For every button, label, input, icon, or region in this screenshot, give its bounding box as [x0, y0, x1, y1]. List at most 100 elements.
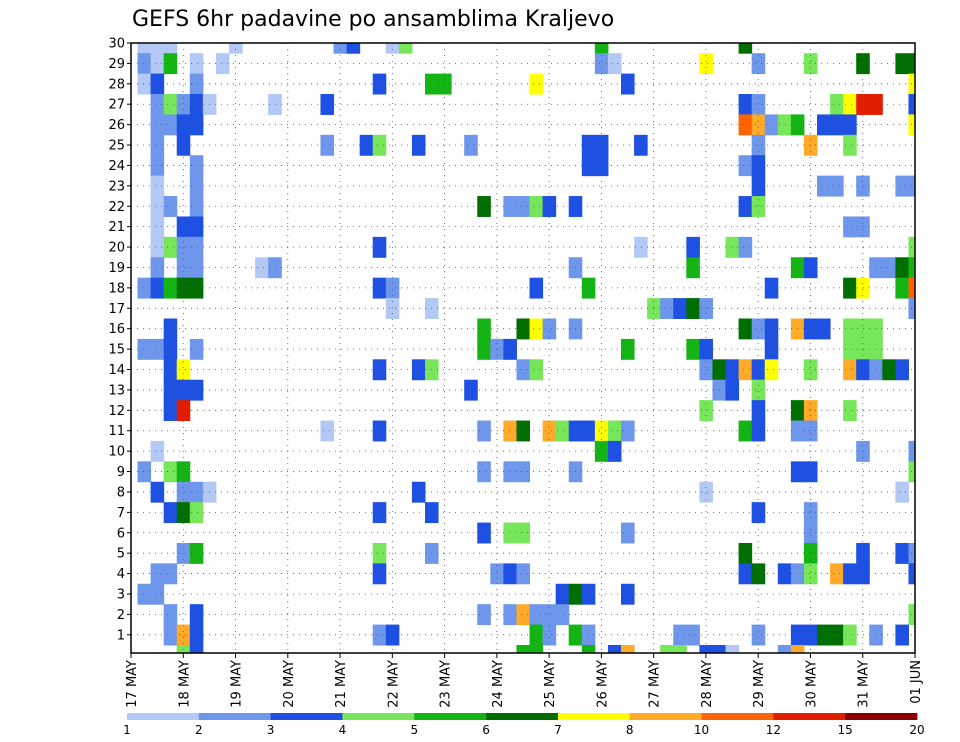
heatmap-cell [751, 502, 766, 524]
y-tick-label: 13 [108, 383, 125, 398]
colorbar-label: 20 [909, 723, 924, 737]
heatmap-cell [621, 73, 635, 95]
x-axis: 17 MAY 18 MAY 19 MAY 20 MAY 21 MAY 22 MAY 23 M… [125, 653, 924, 708]
y-tick-label: 9 [117, 465, 125, 480]
heatmap-cell [137, 338, 152, 360]
heatmap-cell [176, 481, 191, 503]
colorbar-label: 4 [339, 723, 347, 737]
heatmap-cell [150, 175, 165, 197]
heatmap-cell [803, 461, 818, 483]
heatmap-cell [699, 53, 713, 75]
heatmap-cell [516, 461, 531, 483]
heatmap-cell [725, 645, 740, 654]
heatmap-cell [516, 420, 531, 442]
heatmap-cell [581, 624, 596, 646]
heatmap-cell [673, 298, 687, 319]
heatmap-cell [581, 645, 596, 654]
heatmap-cell [503, 604, 517, 626]
heatmap-cell [137, 583, 152, 605]
colorbar-label: 7 [554, 723, 562, 737]
heatmap-cell [856, 318, 870, 340]
heatmap-cell [581, 155, 596, 177]
heatmap-cell [764, 114, 779, 136]
colorbar-label: 5 [410, 723, 418, 737]
heatmap-cell [895, 53, 909, 75]
heatmap-cell [137, 53, 152, 75]
heatmap-cell [320, 420, 335, 442]
heatmap-cell [542, 318, 557, 340]
heatmap-cell [229, 43, 243, 54]
heatmap-cell [738, 236, 753, 258]
heatmap-cell [268, 94, 282, 115]
y-tick-label: 28 [108, 77, 125, 92]
colorbar-swatch [629, 713, 702, 720]
heatmap-cell [607, 645, 622, 654]
x-tick-label: 26 MAY [595, 660, 610, 708]
heatmap-cell [268, 257, 282, 279]
heatmap-cell [189, 624, 204, 646]
colorbar: 1 2 3 4 5 6 7 8 10 12 15 20 [123, 713, 925, 737]
heatmap-cell [516, 196, 531, 217]
heatmap-cell [477, 196, 491, 217]
heatmap-cell [137, 73, 152, 95]
heatmap-cell [163, 94, 178, 115]
heatmap-cell [660, 298, 674, 319]
heatmap-cell [738, 43, 753, 54]
heatmap-cell [607, 420, 622, 442]
heatmap-cell [477, 420, 491, 442]
colorbar-label: 12 [766, 723, 781, 737]
heatmap-cell [856, 94, 870, 115]
heatmap-cell [856, 216, 870, 238]
heatmap-cell [189, 155, 204, 177]
y-tick-label: 30 [108, 37, 125, 52]
heatmap-cell [385, 277, 400, 299]
heatmap-cell [777, 645, 792, 654]
heatmap-cell [830, 114, 844, 136]
heatmap-cell [738, 420, 753, 442]
heatmap-cell [411, 134, 426, 156]
heatmap-cell [607, 53, 622, 75]
y-tick-label: 21 [108, 220, 125, 235]
heatmap-cell [189, 379, 204, 401]
heatmap-cell [581, 420, 596, 442]
heatmap-cell [163, 563, 178, 585]
heatmap-cell [189, 604, 204, 626]
heatmap-cell [176, 624, 191, 646]
heatmap-cell [895, 624, 909, 646]
x-tick-label: 22 MAY [386, 660, 401, 708]
heatmap-cell [176, 94, 191, 115]
heatmap-cell [751, 624, 766, 646]
heatmap-cell [503, 563, 517, 585]
heatmap-cell [594, 420, 609, 442]
heatmap-cell [594, 155, 609, 177]
chart-title: GEFS 6hr padavine po ansamblima Kraljevo [132, 7, 614, 32]
heatmap-cell [594, 43, 609, 54]
heatmap-cell [803, 420, 818, 442]
heatmap-cell [751, 155, 766, 177]
heatmap-cell [895, 277, 909, 299]
x-tick-label: 25 MAY [543, 660, 558, 708]
heatmap-cell [751, 94, 766, 115]
heatmap-cell [189, 216, 204, 238]
heatmap-cell [477, 338, 491, 360]
x-tick-label: 23 MAY [439, 660, 454, 708]
y-tick-label: 1 [117, 628, 125, 643]
heatmap-cell [895, 359, 909, 381]
heatmap-cell [215, 53, 230, 75]
heatmap-cell [542, 196, 557, 217]
heatmap-cell [581, 134, 596, 156]
heatmap-cell [751, 53, 766, 75]
heatmap-cell [503, 196, 517, 217]
heatmap-cell [464, 134, 478, 156]
colorbar-swatch [270, 713, 343, 720]
heatmap-cell [411, 359, 426, 381]
heatmap-cell [372, 359, 387, 381]
colorbar-label: 10 [694, 723, 709, 737]
heatmap-cell [372, 73, 387, 95]
heatmap-cell [803, 502, 818, 524]
heatmap-cell [516, 359, 531, 381]
heatmap-cell [150, 94, 165, 115]
y-tick-label: 22 [108, 200, 125, 215]
heatmap-cell [320, 94, 335, 115]
heatmap-cell [150, 440, 165, 462]
